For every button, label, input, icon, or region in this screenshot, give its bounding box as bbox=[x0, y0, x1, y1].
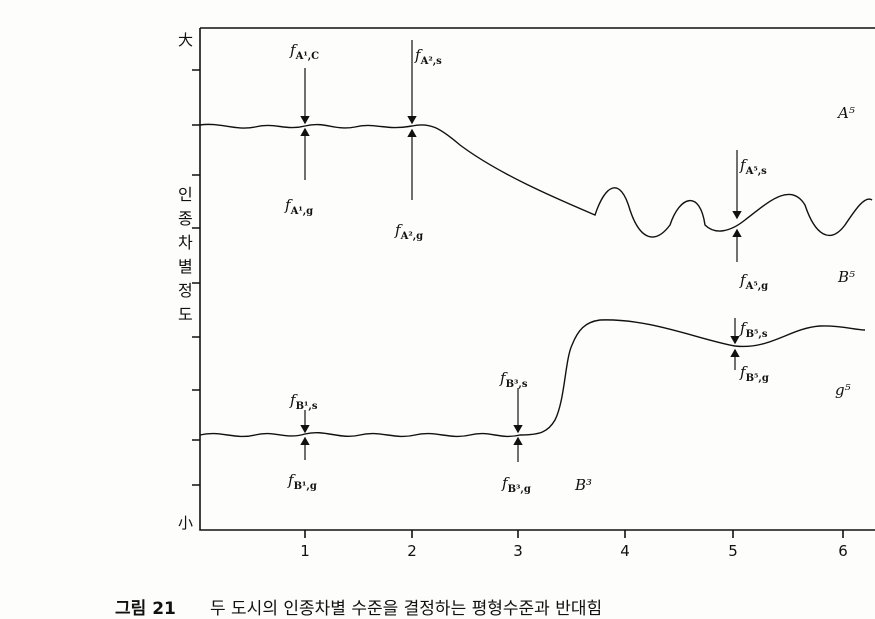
force-symbol: f bbox=[739, 271, 748, 289]
force-subscript: B¹,s bbox=[296, 401, 318, 412]
force-label: fB³,s bbox=[499, 369, 528, 390]
caption-text: 두 도시의 인종차별 수준을 결정하는 평형수준과 반대힘 bbox=[210, 599, 602, 619]
curve-a bbox=[199, 123, 873, 238]
y-label-char: 차 bbox=[178, 233, 193, 252]
force-subscript: A²,g bbox=[400, 231, 424, 242]
force-symbol: f bbox=[739, 319, 748, 337]
force-label: fA¹,g bbox=[284, 196, 313, 217]
y-label-char: 도 bbox=[178, 305, 193, 324]
force-label: fB⁵,g bbox=[739, 363, 769, 384]
force-symbol: f bbox=[287, 471, 296, 489]
force-label: fA²,g bbox=[394, 221, 423, 242]
force-symbol: f bbox=[284, 196, 293, 214]
x-ticks bbox=[304, 530, 844, 538]
force-symbol: f bbox=[739, 363, 748, 381]
force-symbol: f bbox=[289, 391, 298, 409]
force-subscript: B⁵,g bbox=[746, 373, 769, 384]
axis-bottom: 小 bbox=[178, 514, 193, 532]
texts: 大 小 그림 21 두 도시의 인종차별 수준을 결정하는 평형수준과 반대힘 bbox=[115, 31, 602, 619]
axis-top: 大 bbox=[178, 31, 193, 49]
force-subscript: B⁵,s bbox=[746, 329, 768, 340]
curve-label: A⁵ bbox=[836, 104, 855, 122]
force-subscript: A¹,g bbox=[290, 206, 314, 217]
force-symbol: f bbox=[414, 46, 423, 64]
curve-b bbox=[199, 319, 866, 438]
y-label-char: 종 bbox=[178, 209, 193, 228]
curve-label: B³ bbox=[574, 476, 592, 494]
force-label: fA¹,C bbox=[289, 41, 319, 62]
curve-label: g⁵ bbox=[835, 381, 851, 399]
force-subscript: A⁵,g bbox=[745, 281, 769, 292]
force-symbol: f bbox=[394, 221, 403, 239]
y-label-char: 정 bbox=[178, 281, 193, 300]
force-label: fB¹,g bbox=[287, 471, 317, 492]
force-subscript: A²,s bbox=[420, 56, 443, 67]
curve-label: B⁵ bbox=[837, 268, 855, 286]
force-label: fA⁵,s bbox=[739, 156, 767, 177]
x-tick-label: 5 bbox=[728, 542, 738, 560]
x-tick-label: 1 bbox=[300, 542, 310, 560]
force-subscript: B¹,g bbox=[294, 481, 317, 492]
force-subscript: A¹,C bbox=[295, 51, 320, 62]
x-tick-label: 6 bbox=[838, 542, 848, 560]
force-symbol: f bbox=[289, 41, 298, 59]
force-subscript: B³,g bbox=[508, 484, 531, 495]
force-label: fB¹,s bbox=[289, 391, 318, 412]
force-label: fA²,s bbox=[414, 46, 442, 67]
force-subscript: A⁵,s bbox=[745, 166, 768, 177]
x-tick-label: 2 bbox=[407, 542, 417, 560]
y-label-char: 인 bbox=[178, 185, 193, 204]
caption-number: 그림 21 bbox=[115, 599, 176, 619]
force-label: fB³,g bbox=[501, 474, 531, 495]
force-label: fB⁵,s bbox=[739, 319, 768, 340]
force-symbol: f bbox=[499, 369, 508, 387]
force-symbol: f bbox=[501, 474, 510, 492]
force-label: fA⁵,g bbox=[739, 271, 768, 292]
x-tick-label: 3 bbox=[513, 542, 523, 560]
axes bbox=[199, 27, 875, 531]
y-ticks bbox=[192, 69, 200, 486]
y-label-char: 별 bbox=[178, 257, 193, 276]
force-subscript: B³,s bbox=[506, 379, 528, 390]
x-tick-label: 4 bbox=[620, 542, 630, 560]
force-symbol: f bbox=[739, 156, 748, 174]
